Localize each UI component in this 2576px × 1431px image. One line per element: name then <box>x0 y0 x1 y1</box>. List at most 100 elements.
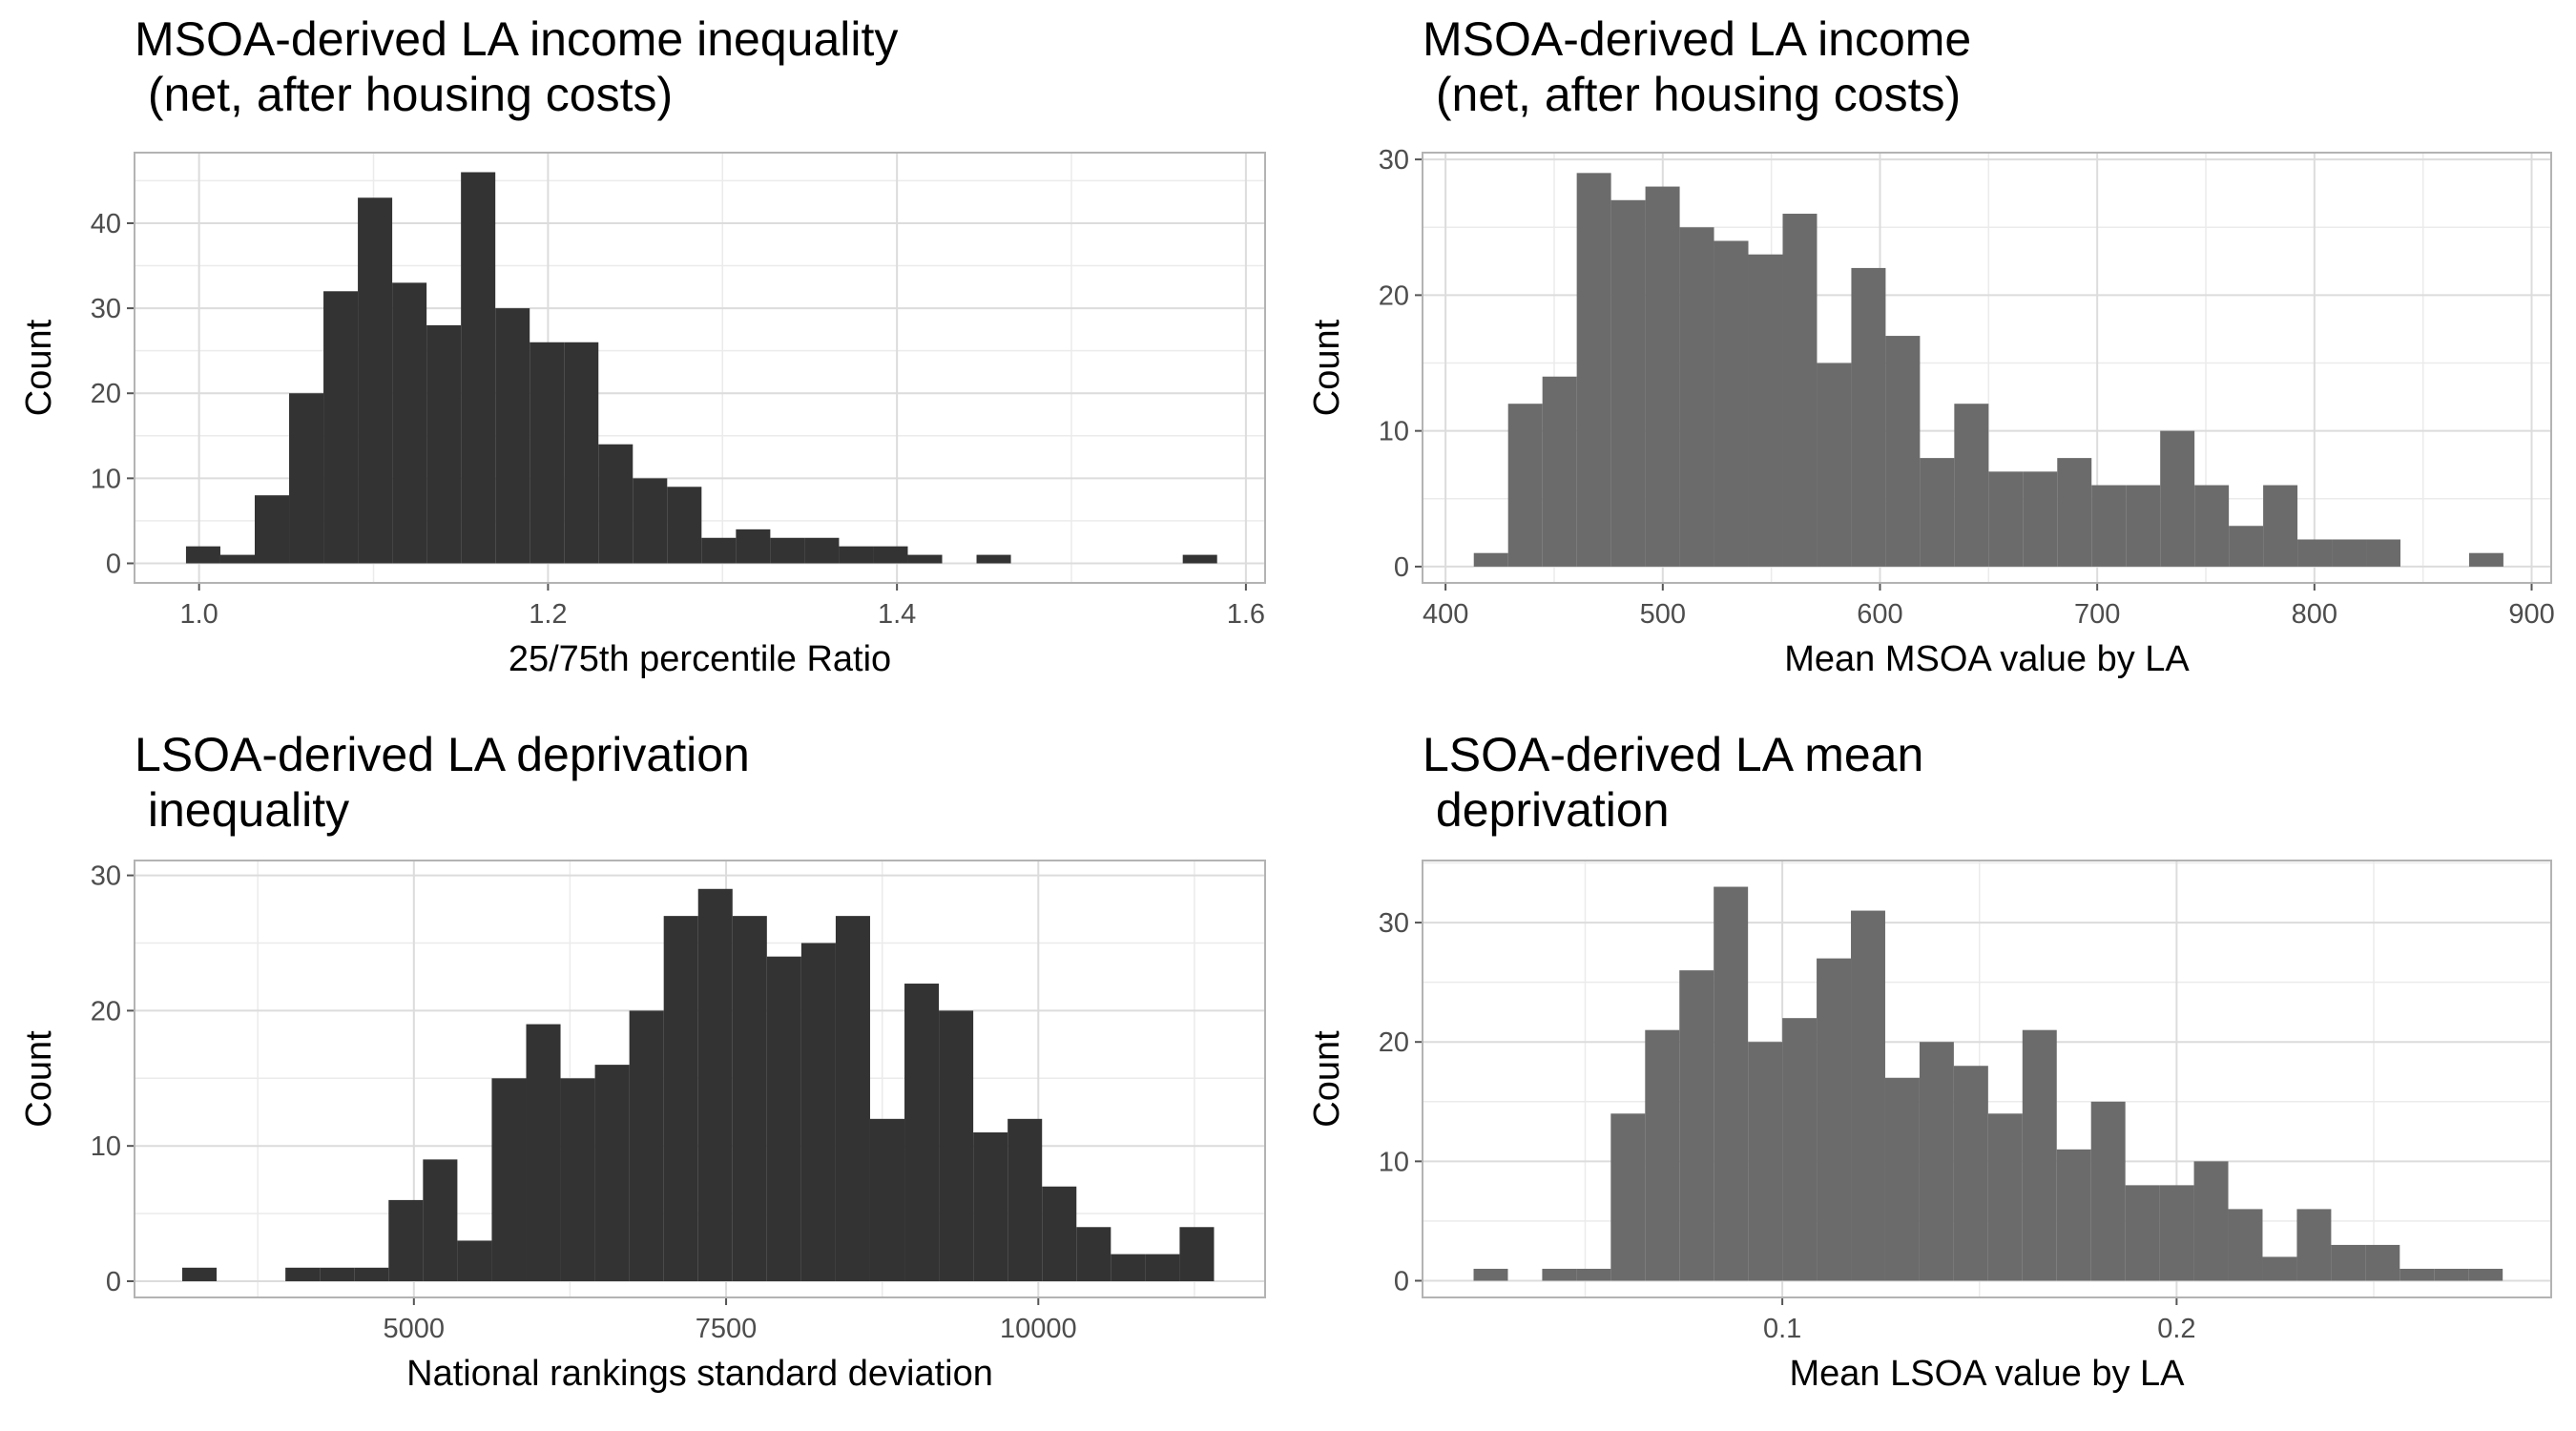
bar <box>495 308 530 564</box>
bar <box>526 1024 561 1281</box>
bar <box>1610 1113 1646 1281</box>
bar <box>323 291 359 564</box>
bar <box>732 916 767 1281</box>
bar <box>388 1199 424 1281</box>
bar <box>1987 1113 2023 1281</box>
bar <box>873 546 908 564</box>
bar <box>354 1267 389 1281</box>
bar <box>766 956 801 1281</box>
bar <box>2159 1185 2194 1281</box>
bar <box>2468 552 2503 567</box>
y-tick-label: 10 <box>91 1131 121 1162</box>
bar <box>1008 1118 1043 1281</box>
y-axis-title: Count <box>1307 1030 1347 1128</box>
y-tick-label: 30 <box>91 861 121 892</box>
y-axis-title: Count <box>19 319 59 416</box>
bar <box>2229 526 2264 567</box>
bar <box>1988 471 2024 567</box>
y-tick-label: 30 <box>1379 908 1409 939</box>
bar <box>2056 1149 2091 1281</box>
y-tick-label: 20 <box>1379 1027 1409 1058</box>
y-tick-label: 10 <box>1379 1147 1409 1177</box>
x-axis-title: National rankings standard deviation <box>406 1354 993 1394</box>
bar <box>2125 1185 2160 1281</box>
y-tick-label: 0 <box>106 550 121 580</box>
bar <box>285 1267 321 1281</box>
x-tick-label: 1.0 <box>179 599 218 630</box>
bar <box>1851 267 1886 567</box>
x-tick-label: 1.4 <box>878 599 916 630</box>
bar <box>1645 1029 1680 1281</box>
bar <box>2365 1244 2400 1281</box>
bar <box>1714 240 1749 567</box>
bar <box>2091 485 2127 567</box>
bar <box>2160 430 2195 567</box>
bar <box>2331 1244 2366 1281</box>
bar <box>2194 485 2230 567</box>
bar <box>491 1078 527 1281</box>
bar <box>667 487 702 564</box>
bar <box>1473 552 1508 567</box>
bar <box>1179 1227 1215 1281</box>
bar <box>1679 227 1714 567</box>
y-tick-label: 20 <box>91 996 121 1027</box>
bar <box>939 1010 974 1281</box>
bar <box>1182 554 1217 564</box>
bar <box>2366 539 2400 567</box>
y-tick-label: 20 <box>1379 280 1409 311</box>
bar <box>1817 363 1852 567</box>
x-tick-label: 500 <box>1640 599 1686 630</box>
bar <box>2126 485 2161 567</box>
x-tick-label: 600 <box>1857 599 1902 630</box>
bar <box>358 197 393 564</box>
y-tick-label: 10 <box>91 464 121 494</box>
bar <box>1473 1268 1508 1281</box>
bar <box>423 1159 458 1281</box>
y-tick-label: 30 <box>1379 145 1409 176</box>
bar <box>839 546 874 564</box>
bar <box>1954 404 1989 567</box>
bar <box>219 554 255 564</box>
x-tick-label: 400 <box>1423 599 1468 630</box>
x-tick-label: 0.1 <box>1763 1314 1801 1344</box>
bar <box>869 1118 905 1281</box>
bar <box>904 984 940 1281</box>
y-tick-label: 30 <box>91 294 121 324</box>
x-tick-label: 1.6 <box>1227 599 1265 630</box>
bar <box>1748 254 1783 567</box>
y-tick-label: 0 <box>1394 552 1409 583</box>
bar <box>392 282 427 564</box>
bar <box>835 916 870 1281</box>
chart-title: MSOA-derived LA income (net, after housi… <box>1423 12 1972 121</box>
bar <box>254 495 290 564</box>
bar <box>907 554 943 564</box>
y-tick-label: 0 <box>1394 1266 1409 1296</box>
bar <box>1576 173 1611 567</box>
x-tick-label: 0.2 <box>2157 1314 2195 1344</box>
x-tick-label: 700 <box>2074 599 2120 630</box>
bar <box>2297 539 2333 567</box>
bar <box>1885 336 1921 567</box>
x-axis-title: 25/75th percentile Ratio <box>509 639 891 679</box>
bar <box>2399 1268 2435 1281</box>
bar <box>1919 1042 1954 1281</box>
bar <box>1748 1042 1783 1281</box>
bar <box>182 1267 218 1281</box>
x-tick-label: 7500 <box>696 1314 758 1344</box>
bar <box>2193 1161 2229 1281</box>
bar <box>976 554 1011 564</box>
y-axis-title: Count <box>19 1030 59 1128</box>
y-axis-title: Count <box>1307 319 1347 416</box>
bar <box>2332 539 2367 567</box>
bar <box>804 537 840 564</box>
bar <box>530 342 565 564</box>
x-axis-title: Mean MSOA value by LA <box>1784 639 2190 679</box>
bar <box>2468 1268 2503 1281</box>
bar <box>594 1065 630 1281</box>
bar <box>2057 458 2092 567</box>
bar <box>461 172 496 564</box>
y-tick-label: 20 <box>91 379 121 409</box>
bar <box>1542 376 1577 567</box>
bar <box>1542 1268 1577 1281</box>
plot-border <box>134 152 1266 584</box>
